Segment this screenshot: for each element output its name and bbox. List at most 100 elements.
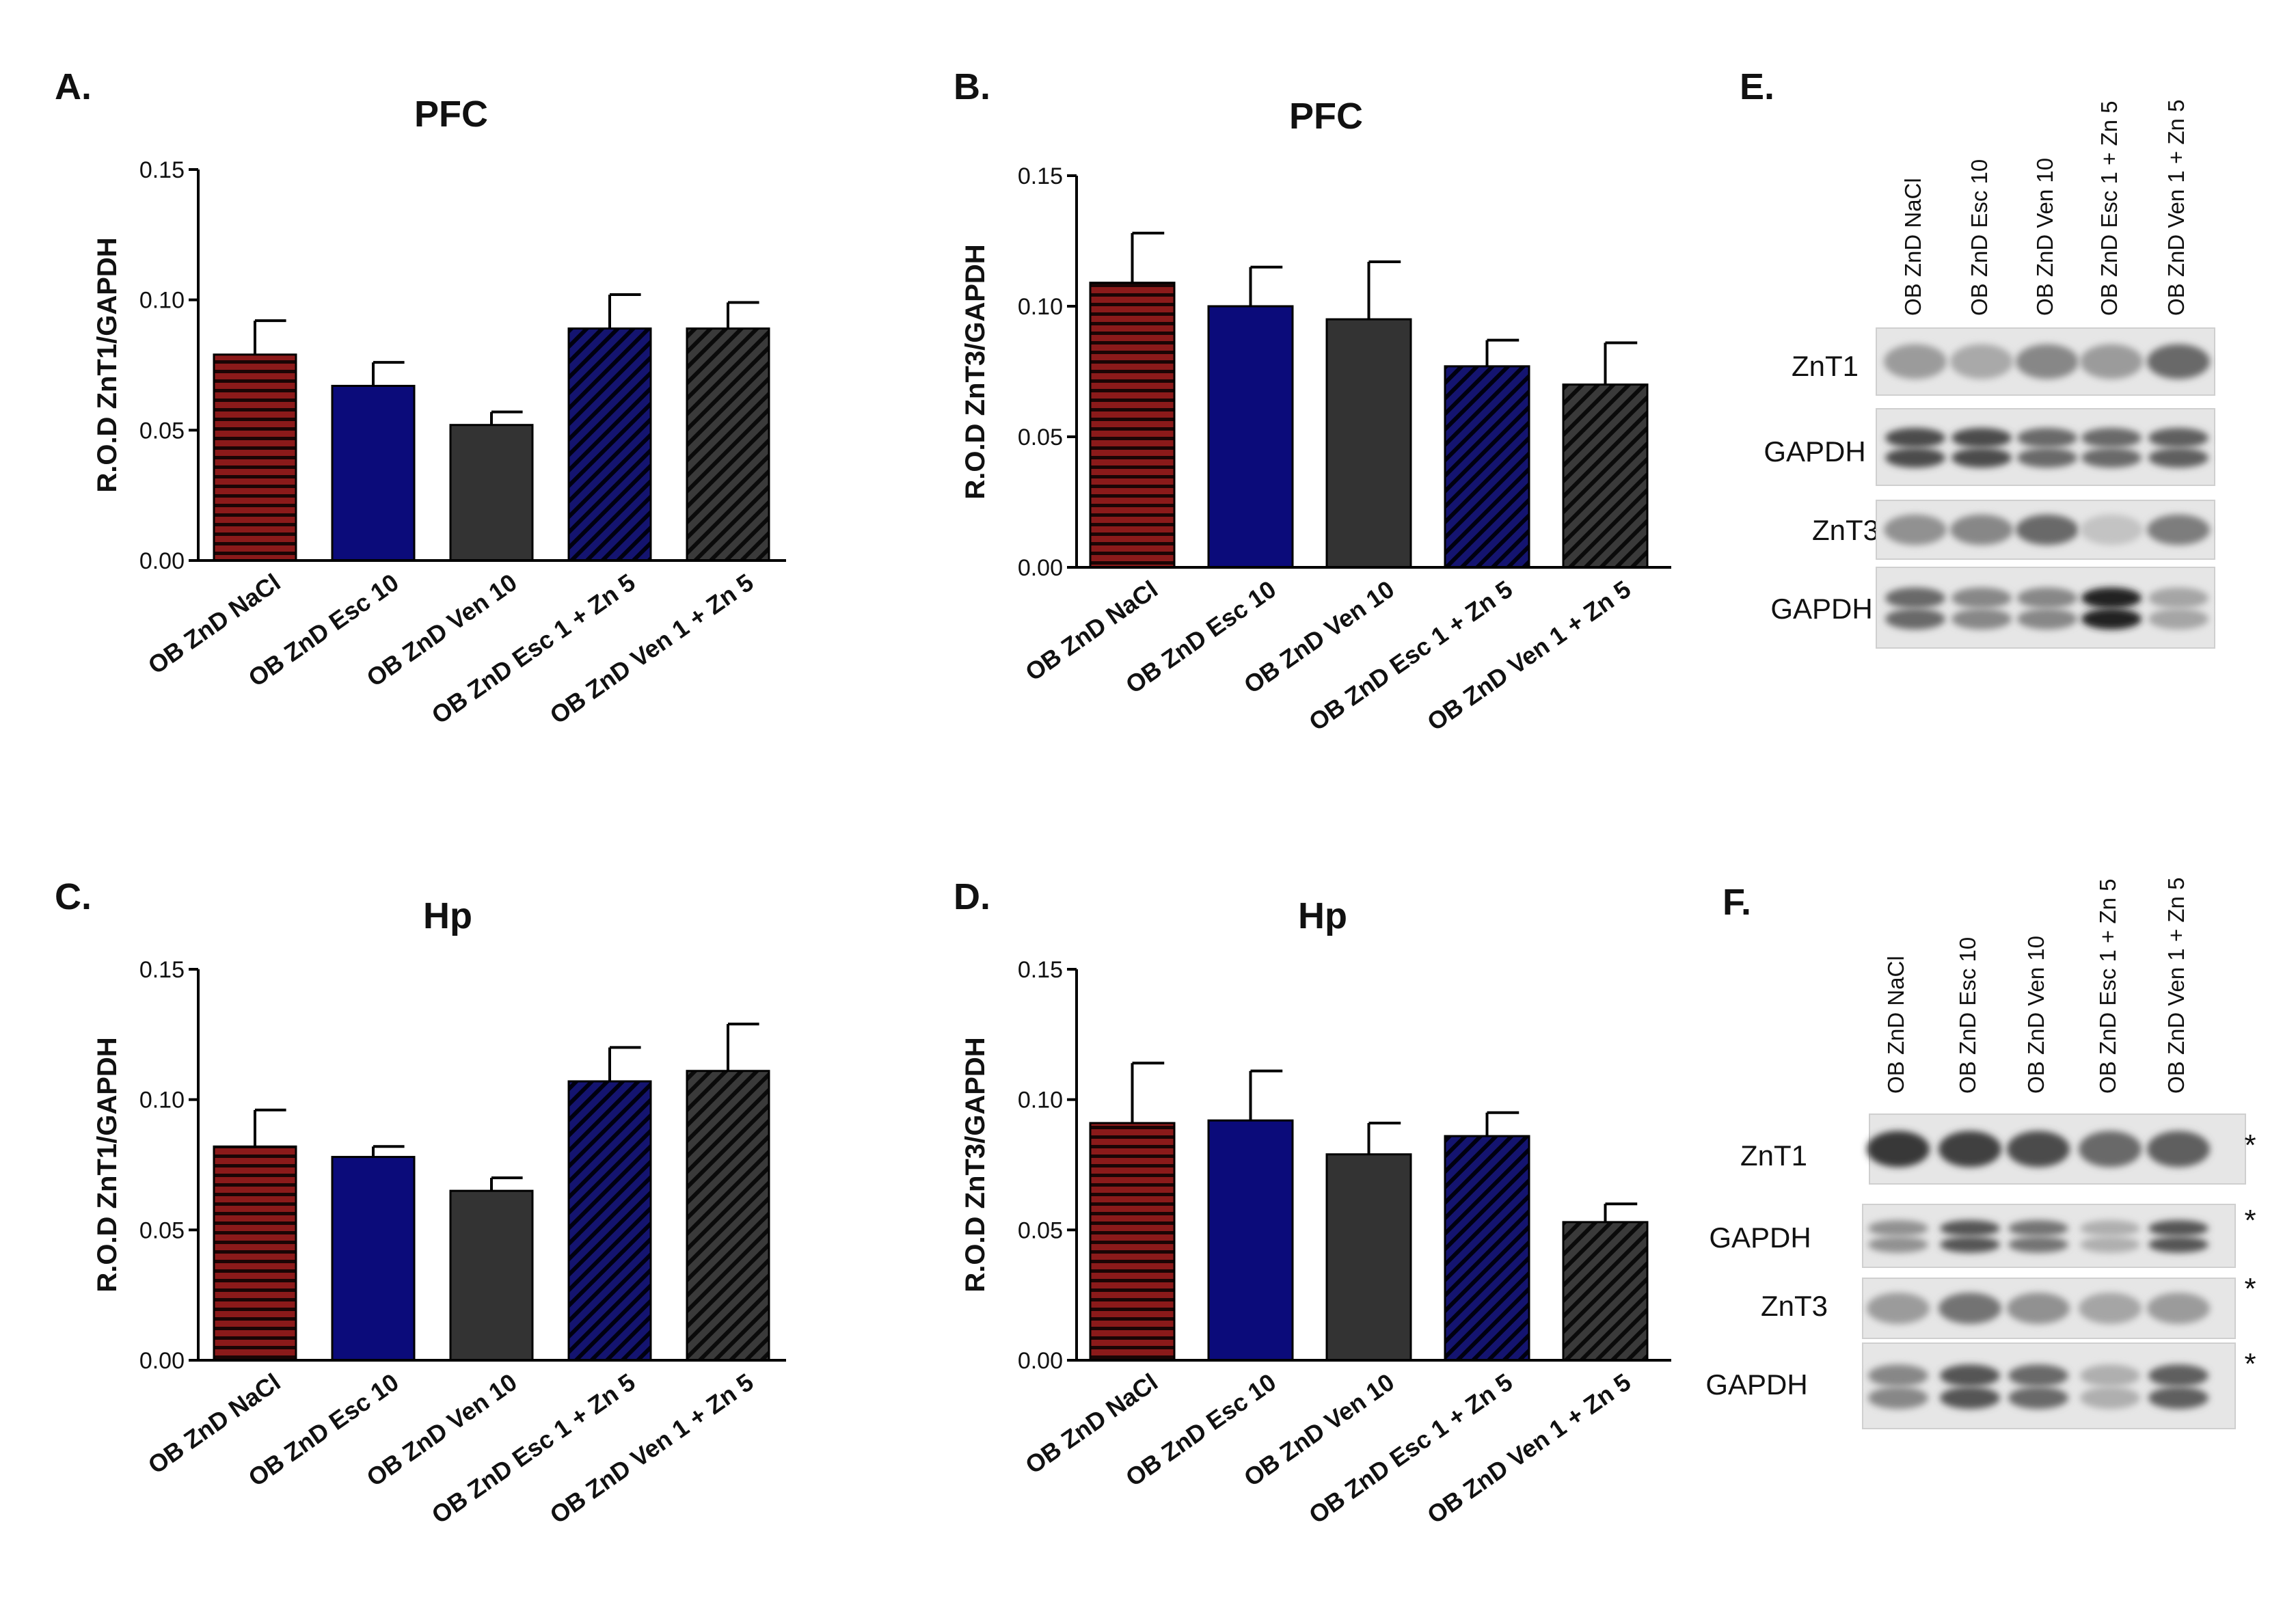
blot-band xyxy=(2007,1293,2070,1324)
blot-band xyxy=(1867,1293,1930,1324)
x-tick-label: OB ZnD Ven 1 + Zn 5 xyxy=(545,1368,759,1529)
bar xyxy=(213,353,297,562)
y-tick-label: 0.10 xyxy=(1018,1088,1063,1113)
blot-band xyxy=(2148,1220,2209,1237)
y-tick-label: 0.15 xyxy=(139,157,185,183)
blot-band xyxy=(2080,514,2143,545)
y-tick-label: 0.00 xyxy=(139,548,185,574)
blot-row-label: ZnT3 xyxy=(1761,1290,1828,1322)
chart-panel-a: A. PFC R.O.D ZnT1/GAPDH 0.00 0.05 0.10 0.15 OB … xyxy=(55,66,786,729)
blot-band xyxy=(1868,1364,1928,1387)
blot-band xyxy=(2016,344,2079,379)
blot-band xyxy=(2008,1386,2068,1409)
x-tick-label: OB ZnD Ven 1 + Zn 5 xyxy=(1422,575,1636,736)
blot-band xyxy=(2007,1131,2070,1167)
y-tick-label: 0.05 xyxy=(1018,424,1063,450)
blot-band xyxy=(2148,608,2209,630)
blot-panel-f: F. OB ZnD NaCl OB ZnD Esc 10 OB ZnD Ven 10 O… xyxy=(1705,878,2256,1429)
y-tick-label: 0.05 xyxy=(139,1217,185,1243)
bar xyxy=(449,1189,534,1362)
blot-band xyxy=(2079,1293,2142,1324)
blot-band xyxy=(1951,428,2012,448)
significance-marker: * xyxy=(2244,1272,2256,1306)
x-tick-label: OB ZnD Ven 1 + Zn 5 xyxy=(545,568,759,729)
blot-row-label: ZnT1 xyxy=(1740,1139,1807,1172)
panel-letter: B. xyxy=(954,66,990,107)
blot-band xyxy=(2147,344,2210,379)
blot-band xyxy=(2017,428,2077,448)
y-axis-label: R.O.D ZnT1/GAPDH xyxy=(92,1037,122,1292)
y-tick-label: 0.10 xyxy=(139,288,185,314)
bar xyxy=(331,385,416,562)
blot-band xyxy=(1940,1220,2000,1237)
blot-row-label: GAPDH xyxy=(1709,1221,1811,1254)
panel-letter: D. xyxy=(954,876,990,917)
lane-label: OB ZnD Esc 10 xyxy=(1955,937,1980,1094)
chart-panel-b: B. PFC R.O.D ZnT3/GAPDH 0.00 0.05 0.10 0.15 OB … xyxy=(954,66,1671,736)
x-tick-label: OB ZnD Esc 1 + Zn 5 xyxy=(1304,1368,1517,1529)
blot-band xyxy=(2016,514,2079,545)
bar xyxy=(1325,1153,1412,1362)
blot-band xyxy=(1951,587,2012,609)
chart-title: PFC xyxy=(1289,96,1363,137)
blot-band xyxy=(2017,448,2077,468)
bar xyxy=(1207,1119,1294,1362)
lane-label: OB ZnD NaCl xyxy=(1900,178,1926,316)
blot-band xyxy=(2081,608,2142,630)
blot-band xyxy=(2017,608,2077,630)
blot-panel-e: E. OB ZnD NaCl OB ZnD Esc 10 OB ZnD Ven 10 O… xyxy=(1740,66,2215,649)
blot-band xyxy=(1868,1236,1928,1253)
blot-band xyxy=(1885,448,1945,468)
blot-band xyxy=(1950,344,2013,379)
y-tick-label: 0.00 xyxy=(139,1348,185,1374)
x-tick-label: OB ZnD Ven 1 + Zn 5 xyxy=(1422,1368,1636,1529)
bar xyxy=(1444,1135,1530,1362)
blot-band xyxy=(1951,608,2012,630)
blot-band xyxy=(1951,448,2012,468)
blot-band xyxy=(2080,344,2143,379)
blot-band xyxy=(2017,587,2077,609)
bar xyxy=(331,1156,416,1362)
blot-band xyxy=(1868,1386,1928,1409)
blot-band xyxy=(2081,587,2142,609)
y-tick-label: 0.00 xyxy=(1018,555,1063,581)
lane-label: OB ZnD NaCl xyxy=(1883,956,1908,1094)
x-tick-label: OB ZnD Esc 1 + Zn 5 xyxy=(1304,575,1517,736)
y-tick-label: 0.15 xyxy=(139,957,185,983)
chart-title: Hp xyxy=(1298,895,1347,936)
blot-row-label: GAPDH xyxy=(1705,1368,1807,1401)
blot-row-label: ZnT3 xyxy=(1812,514,1879,546)
blot-band xyxy=(1885,587,1945,609)
blot-band xyxy=(2080,1364,2140,1387)
blot-band xyxy=(2148,448,2209,468)
x-tick-label: OB ZnD Esc 1 + Zn 5 xyxy=(427,568,640,729)
lane-label: OB ZnD Esc 1 + Zn 5 xyxy=(2095,878,2120,1094)
lane-label: OB ZnD Ven 1 + Zn 5 xyxy=(2163,100,2189,316)
bar xyxy=(1325,318,1412,569)
bar xyxy=(1089,1122,1176,1362)
blot-band xyxy=(1868,1220,1928,1237)
blot-band xyxy=(1950,514,2013,545)
y-tick-label: 0.05 xyxy=(139,418,185,444)
blot-band xyxy=(2080,1236,2140,1253)
chart-title: Hp xyxy=(423,895,472,936)
blot-band xyxy=(1940,1364,2000,1387)
blot-band xyxy=(1885,428,1945,448)
blot-band xyxy=(2148,428,2209,448)
blots-layer: E. OB ZnD NaCl OB ZnD Esc 10 OB ZnD Ven 10 O… xyxy=(1705,66,2256,1429)
bar xyxy=(1562,1221,1649,1362)
blot-band xyxy=(1939,1131,2001,1167)
blot-band xyxy=(2147,1293,2210,1324)
chart-panel-c: C. Hp R.O.D ZnT1/GAPDH 0.00 0.05 0.10 0.15 OB Z… xyxy=(55,876,786,1529)
blot-row-label: GAPDH xyxy=(1764,435,1865,468)
blot-band xyxy=(2147,514,2210,545)
bar xyxy=(1562,383,1649,569)
blot-band xyxy=(2148,1364,2209,1387)
blot-band xyxy=(2148,1236,2209,1253)
blot-band xyxy=(1867,1131,1930,1167)
blot-band xyxy=(1940,1236,2000,1253)
blot-band xyxy=(2080,1220,2140,1237)
blot-band xyxy=(2081,448,2142,468)
chart-title: PFC xyxy=(414,94,488,135)
